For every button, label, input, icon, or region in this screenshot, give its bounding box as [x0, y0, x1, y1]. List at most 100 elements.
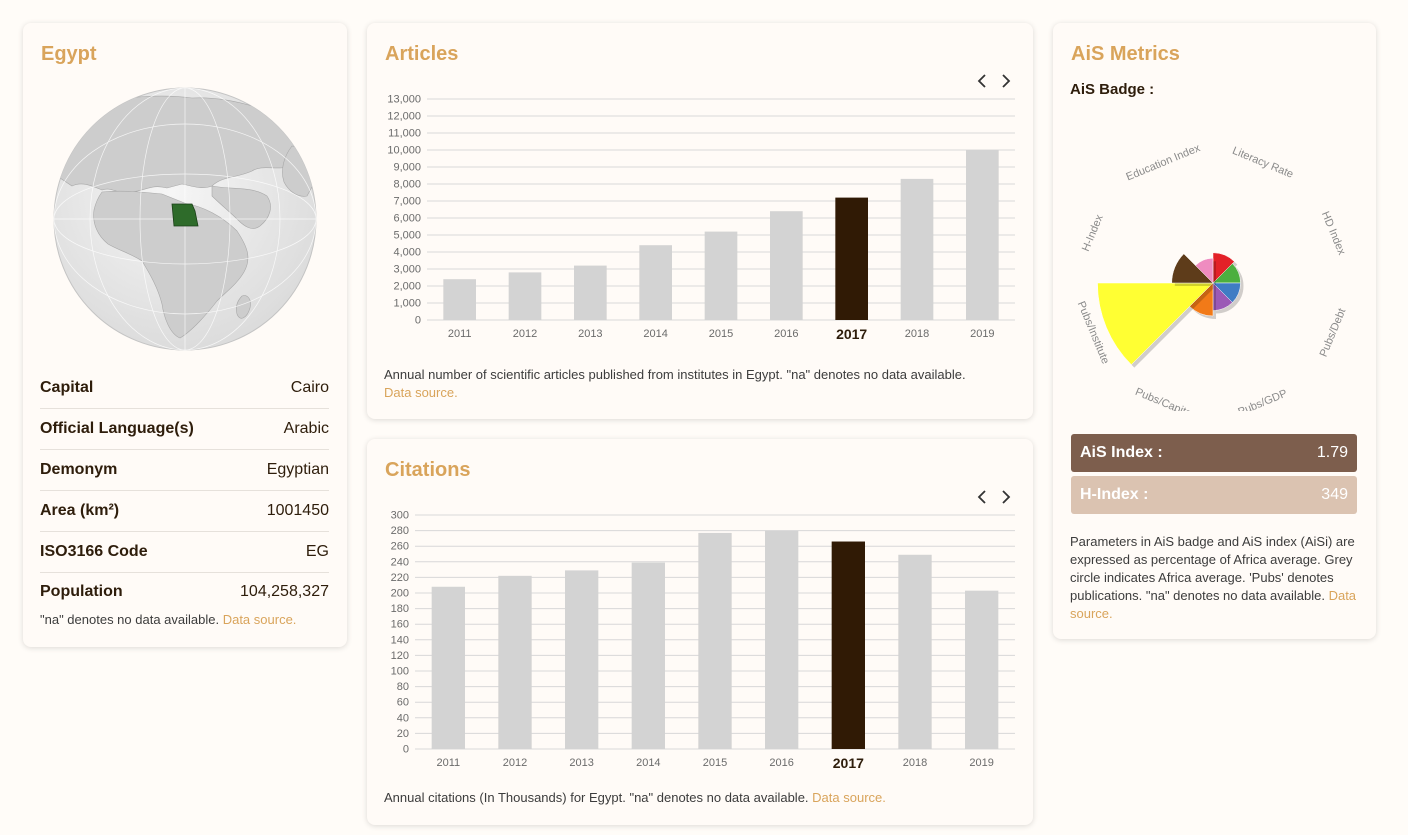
citations-title: Citations	[385, 459, 471, 481]
y-tick-label: 4,000	[393, 247, 421, 259]
bar-2015	[698, 532, 732, 749]
citations-note: Annual citations (In Thousands) for Egyp…	[384, 789, 1014, 807]
ais-note-text: Parameters in AiS badge and AiS index (A…	[1070, 534, 1355, 603]
x-tick-label: 2018	[903, 757, 927, 769]
x-tick-label: 2019	[970, 328, 994, 340]
citations-data-source-link[interactable]: Data source.	[812, 790, 886, 805]
y-tick-label: 240	[391, 556, 409, 568]
info-label: ISO3166 Code	[40, 543, 148, 560]
x-tick-label: 2017	[833, 755, 864, 771]
badge-wedge-education-index	[1195, 257, 1214, 284]
articles-next-chevron-icon[interactable]	[1000, 73, 1012, 89]
ais-note: Parameters in AiS badge and AiS index (A…	[1070, 533, 1360, 623]
info-label: Capital	[40, 379, 94, 396]
badge-axis-label: HD Index	[1319, 210, 1348, 257]
citations-card: Citations 0 20 40 60 80 100 120 140 160 180 200 220…	[367, 439, 1033, 825]
country-note-text: "na" denotes no data available.	[40, 612, 223, 627]
y-tick-label: 6,000	[393, 213, 421, 225]
info-row-demonym: Demonym Egyptian	[40, 450, 329, 491]
badge-axis-label: H-Index	[1080, 213, 1106, 254]
egypt-highlight-icon	[171, 203, 199, 227]
y-tick-label: 10,000	[387, 145, 421, 157]
y-tick-label: 12,000	[387, 111, 421, 123]
y-tick-label: 0	[403, 744, 409, 756]
ais-index-bar: AiS Index : 1.79	[1071, 434, 1357, 472]
y-tick-label: 260	[391, 541, 409, 553]
articles-prev-chevron-icon[interactable]	[976, 73, 988, 89]
info-row-area: Area (km²) 1001450	[40, 491, 329, 532]
country-card: Egypt	[23, 23, 347, 647]
y-tick-label: 160	[391, 619, 409, 631]
badge-axis-label: Pubs/GDP	[1236, 388, 1289, 411]
y-tick-label: 120	[391, 650, 409, 662]
info-row-capital: Capital Cairo	[40, 368, 329, 409]
citations-note-text: Annual citations (In Thousands) for Egyp…	[384, 790, 813, 805]
bar-2014	[639, 245, 672, 320]
info-row-population: Population 104,258,327	[40, 571, 329, 612]
x-tick-label: 2013	[578, 328, 602, 340]
y-tick-label: 5,000	[393, 230, 421, 242]
citations-bar-chart: 0 20 40 60 80 100 120 140 160 180 200 220 240 260 280 3…	[391, 510, 1015, 771]
citations-next-chevron-icon[interactable]	[1000, 489, 1012, 505]
ais-card: AiS Metrics AiS Badge : Literacy Rate HD …	[1053, 23, 1376, 639]
y-tick-label: 280	[391, 525, 409, 537]
ais-badge-label: AiS Badge :	[1070, 81, 1155, 98]
y-tick-label: 80	[397, 681, 409, 693]
bar-2018	[898, 554, 932, 749]
bar-2012	[498, 575, 532, 749]
y-tick-label: 13,000	[387, 94, 421, 106]
x-tick-label: 2017	[836, 326, 867, 342]
x-tick-label: 2012	[503, 757, 527, 769]
country-data-source-link[interactable]: Data source.	[222, 612, 297, 627]
info-value: EG	[305, 543, 329, 560]
x-tick-label: 2015	[703, 757, 727, 769]
x-tick-label: 2015	[709, 328, 733, 340]
h-index-bar: H-Index : 349	[1071, 476, 1357, 514]
y-tick-label: 200	[391, 588, 409, 600]
ais-index-label: AiS Index :	[1080, 444, 1163, 461]
info-row-iso: ISO3166 Code EG	[40, 532, 329, 573]
ais-index-value: 1.79	[1316, 444, 1348, 461]
bar-2012	[508, 272, 542, 320]
country-note: "na" denotes no data available. Data sou…	[40, 611, 335, 629]
badge-axis-label: Literacy Rate	[1231, 145, 1295, 181]
ais-badge-chart: Literacy Rate HD Index Pubs/Debt Pubs/GDP Pu…	[1075, 142, 1349, 411]
y-tick-label: 60	[397, 697, 409, 709]
ais-data-source-link[interactable]: Data source.	[1070, 588, 1357, 621]
articles-data-source-link[interactable]: Data source.	[384, 385, 458, 400]
y-tick-label: 3,000	[393, 264, 421, 276]
y-tick-label: 0	[415, 315, 421, 327]
articles-card: Articles 0 1,000 2,000 3,000 4,000 5,000 6,000…	[367, 23, 1033, 419]
info-value: Egyptian	[266, 461, 329, 478]
articles-note: Annual number of scientific articles pub…	[384, 366, 994, 402]
bar-2015	[704, 231, 738, 320]
badge-wedges	[1097, 252, 1244, 368]
info-label: Population	[40, 582, 123, 600]
ais-title: AiS Metrics	[1071, 43, 1180, 65]
y-tick-label: 11,000	[388, 128, 421, 140]
globe-map	[52, 86, 318, 352]
badge-axis-label: Education Index	[1124, 142, 1202, 183]
info-value: 104,258,327	[240, 582, 329, 600]
y-tick-label: 7,000	[393, 196, 421, 208]
x-tick-label: 2014	[643, 328, 667, 340]
bar-2017	[831, 541, 865, 749]
y-tick-label: 1,000	[393, 298, 421, 310]
y-tick-label: 100	[391, 666, 409, 678]
citations-prev-chevron-icon[interactable]	[976, 489, 988, 505]
articles-title: Articles	[385, 43, 459, 65]
badge-wedge-pubs-institute	[1097, 282, 1214, 366]
y-tick-label: 9,000	[393, 162, 421, 174]
articles-bar-chart: 0 1,000 2,000 3,000 4,000 5,000 6,000 7,000 8,00…	[387, 94, 1015, 342]
info-label: Demonym	[40, 461, 118, 478]
bar-2013	[574, 265, 607, 320]
globe-icon	[53, 87, 317, 351]
h-index-value: 349	[1321, 486, 1348, 503]
bar-2011	[443, 279, 476, 320]
info-value: 1001450	[266, 502, 329, 519]
country-title: Egypt	[41, 43, 97, 65]
x-tick-label: 2019	[969, 757, 993, 769]
x-tick-label: 2012	[513, 328, 537, 340]
bar-2013	[565, 570, 599, 749]
bar-2016	[770, 211, 803, 320]
